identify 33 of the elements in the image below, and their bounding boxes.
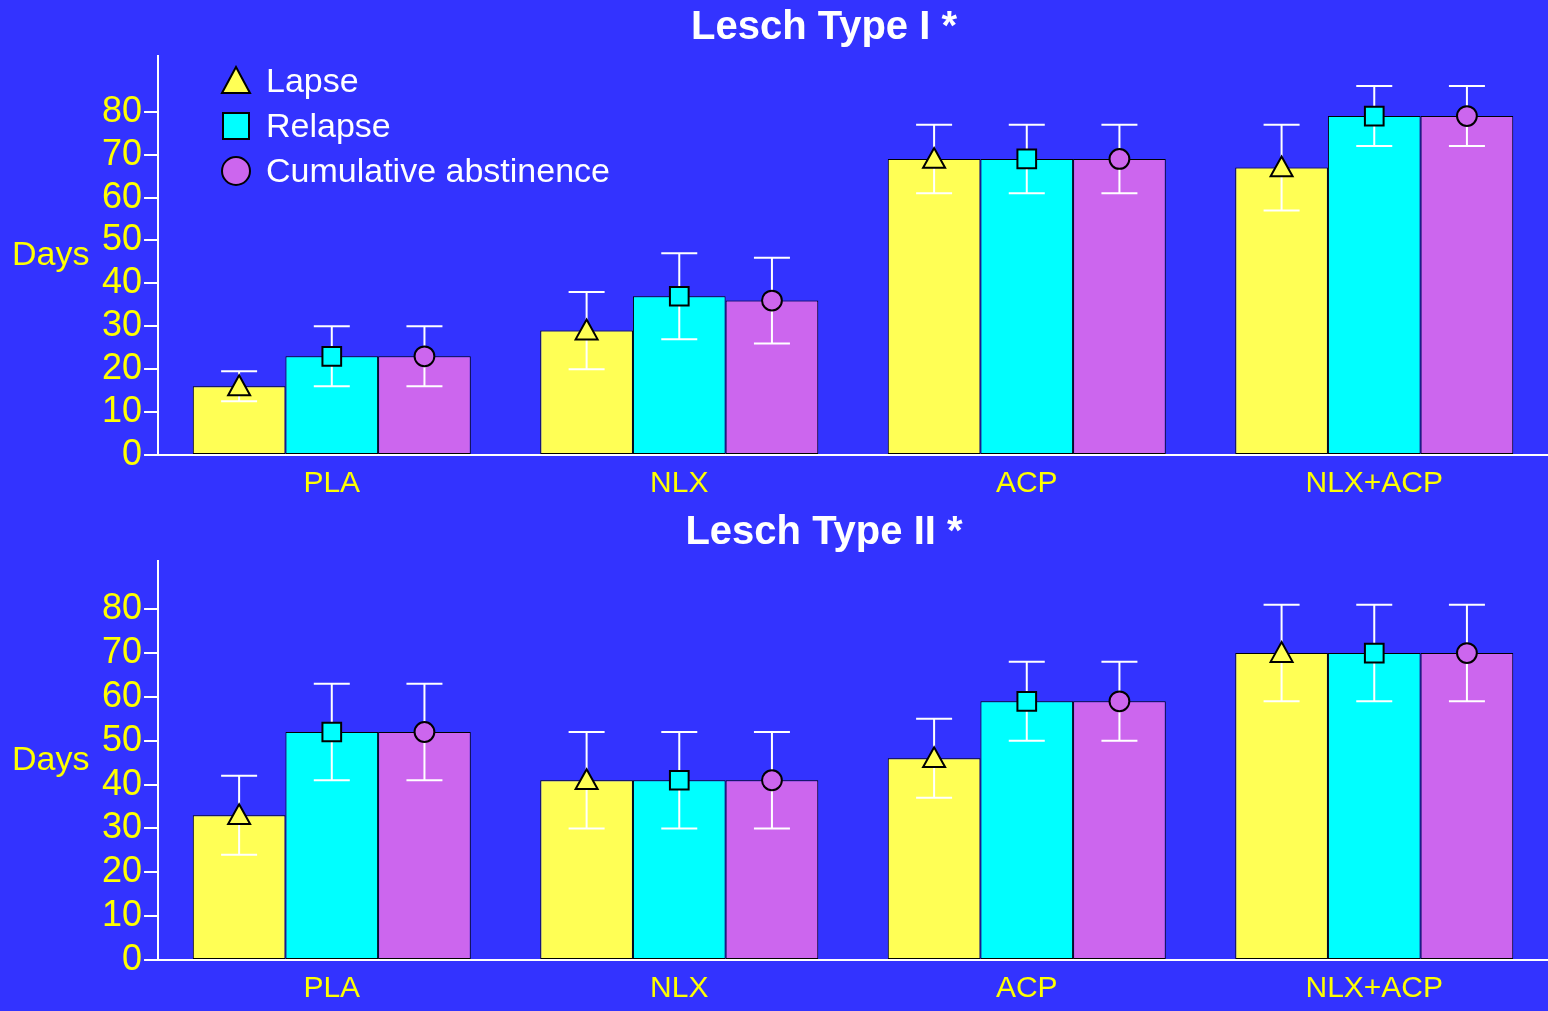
y-axis-title: Days xyxy=(12,738,90,777)
y-tick-label: 10 xyxy=(102,893,143,935)
y-tick-label: 30 xyxy=(102,303,143,345)
y-tick-label: 60 xyxy=(102,673,143,715)
x-tick-label: NLX xyxy=(650,970,709,1004)
legend-label: Cumulative abstinence xyxy=(266,150,610,191)
y-tick-label: 30 xyxy=(102,805,143,847)
chart-title: Lesch Type I * xyxy=(690,3,958,48)
x-tick-label: NLX xyxy=(650,465,709,499)
y-tick-label: 20 xyxy=(102,346,143,388)
y-tick-label: 0 xyxy=(122,936,143,978)
chart-title: Lesch Type II * xyxy=(685,508,963,553)
y-tick-label: 10 xyxy=(102,389,143,431)
y-tick-label: 0 xyxy=(122,431,143,473)
x-tick-label: ACP xyxy=(995,970,1058,1004)
x-tick-label: PLA xyxy=(303,465,361,499)
y-tick-label: 40 xyxy=(102,260,143,302)
y-tick-label: 50 xyxy=(102,217,143,259)
y-tick-label: 70 xyxy=(102,630,143,671)
y-tick-label: 60 xyxy=(102,174,143,216)
legend-label: Relapse xyxy=(266,105,391,146)
y-tick-label: 20 xyxy=(102,849,143,891)
y-tick-label: 80 xyxy=(102,88,143,130)
y-tick-label: 70 xyxy=(102,131,143,173)
y-tick-label: 40 xyxy=(102,761,143,803)
y-tick-label: 80 xyxy=(102,586,143,628)
x-tick-label: NLX+ACP xyxy=(1305,465,1444,499)
legend-label: Lapse xyxy=(266,60,359,101)
x-tick-label: ACP xyxy=(995,465,1058,499)
x-tick-label: NLX+ACP xyxy=(1305,970,1444,1004)
y-tick-label: 50 xyxy=(102,717,143,759)
y-axis-title: Days xyxy=(12,233,90,272)
x-tick-label: PLA xyxy=(303,970,361,1004)
